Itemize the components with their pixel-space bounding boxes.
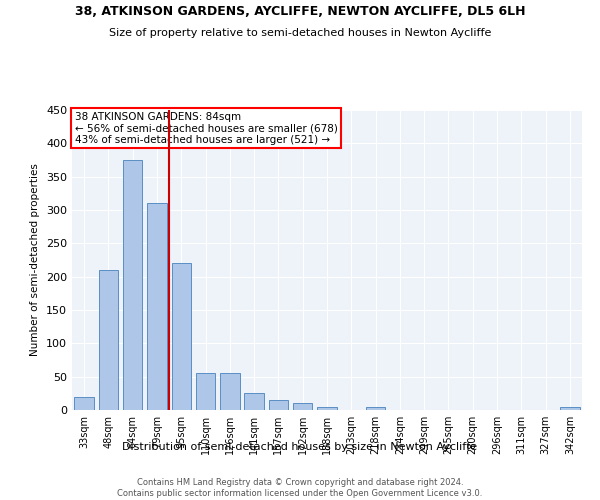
Text: Contains HM Land Registry data © Crown copyright and database right 2024.
Contai: Contains HM Land Registry data © Crown c…	[118, 478, 482, 498]
Bar	[366, 406, 385, 410]
Bar	[317, 406, 337, 410]
Bar	[99, 270, 118, 410]
Bar	[123, 160, 142, 410]
Bar	[147, 204, 167, 410]
Bar	[560, 406, 580, 410]
Text: 38, ATKINSON GARDENS, AYCLIFFE, NEWTON AYCLIFFE, DL5 6LH: 38, ATKINSON GARDENS, AYCLIFFE, NEWTON A…	[75, 5, 525, 18]
Text: Size of property relative to semi-detached houses in Newton Aycliffe: Size of property relative to semi-detach…	[109, 28, 491, 38]
Text: Distribution of semi-detached houses by size in Newton Aycliffe: Distribution of semi-detached houses by …	[122, 442, 478, 452]
Text: 38 ATKINSON GARDENS: 84sqm
← 56% of semi-detached houses are smaller (678)
43% o: 38 ATKINSON GARDENS: 84sqm ← 56% of semi…	[74, 112, 337, 144]
Bar	[293, 404, 313, 410]
Bar	[220, 374, 239, 410]
Bar	[172, 264, 191, 410]
Bar	[269, 400, 288, 410]
Bar	[196, 374, 215, 410]
Y-axis label: Number of semi-detached properties: Number of semi-detached properties	[31, 164, 40, 356]
Bar	[74, 396, 94, 410]
Bar	[244, 394, 264, 410]
